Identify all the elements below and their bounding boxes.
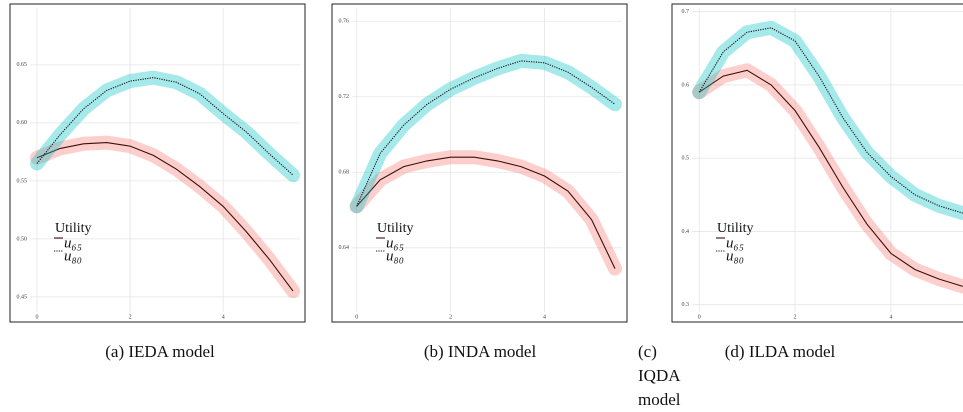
legend-label: u₆₅ xyxy=(64,235,82,251)
series-line xyxy=(698,69,963,287)
series-line xyxy=(356,156,616,269)
x-tick-label: 0 xyxy=(698,314,701,320)
legend-label: u₈₀ xyxy=(386,248,404,264)
y-tick-label: 0.55 xyxy=(17,178,28,184)
x-tick-label: 4 xyxy=(889,314,892,320)
caption: (c) IQDA model xyxy=(638,342,681,409)
legend-title: Utility xyxy=(717,221,754,236)
legend-label: u₆₅ xyxy=(726,235,744,251)
x-tick-label: 2 xyxy=(449,314,452,320)
y-tick-label: 0.5 xyxy=(682,156,690,162)
y-tick-label: 0.50 xyxy=(17,236,28,242)
y-tick-label: 0.45 xyxy=(17,294,28,300)
legend-title: Utility xyxy=(377,221,414,236)
y-tick-label: 0.68 xyxy=(339,170,350,176)
x-tick-label: 0 xyxy=(355,314,358,320)
series-line xyxy=(698,27,963,214)
x-tick-label: 2 xyxy=(794,314,797,320)
legend-title: Utility xyxy=(55,221,92,236)
y-tick-label: 0.60 xyxy=(17,120,28,126)
y-tick-label: 0.76 xyxy=(339,19,350,25)
caption: (a) IEDA model xyxy=(105,342,215,361)
y-tick-label: 0.7 xyxy=(682,9,690,15)
legend-label: u₈₀ xyxy=(64,248,82,264)
legend-label: u₈₀ xyxy=(726,248,744,264)
panel-border xyxy=(9,3,306,323)
x-tick-label: 4 xyxy=(222,314,225,320)
series-line xyxy=(356,60,616,207)
x-tick-label: 0 xyxy=(35,314,38,320)
panel-border xyxy=(331,3,628,323)
legend-label: u₆₅ xyxy=(386,235,404,251)
y-tick-label: 0.72 xyxy=(339,94,350,100)
y-tick-label: 0.4 xyxy=(682,229,690,235)
y-tick-label: 0.65 xyxy=(17,62,28,68)
x-tick-label: 2 xyxy=(129,314,132,320)
caption: (b) INDA model xyxy=(423,342,537,361)
series-line xyxy=(36,77,294,176)
y-tick-label: 0.3 xyxy=(682,302,690,308)
series-line xyxy=(36,142,294,292)
y-tick-label: 0.64 xyxy=(339,245,350,251)
x-tick-label: 4 xyxy=(543,314,546,320)
y-tick-label: 0.6 xyxy=(682,82,690,88)
caption: (d) ILDA model xyxy=(724,342,836,361)
